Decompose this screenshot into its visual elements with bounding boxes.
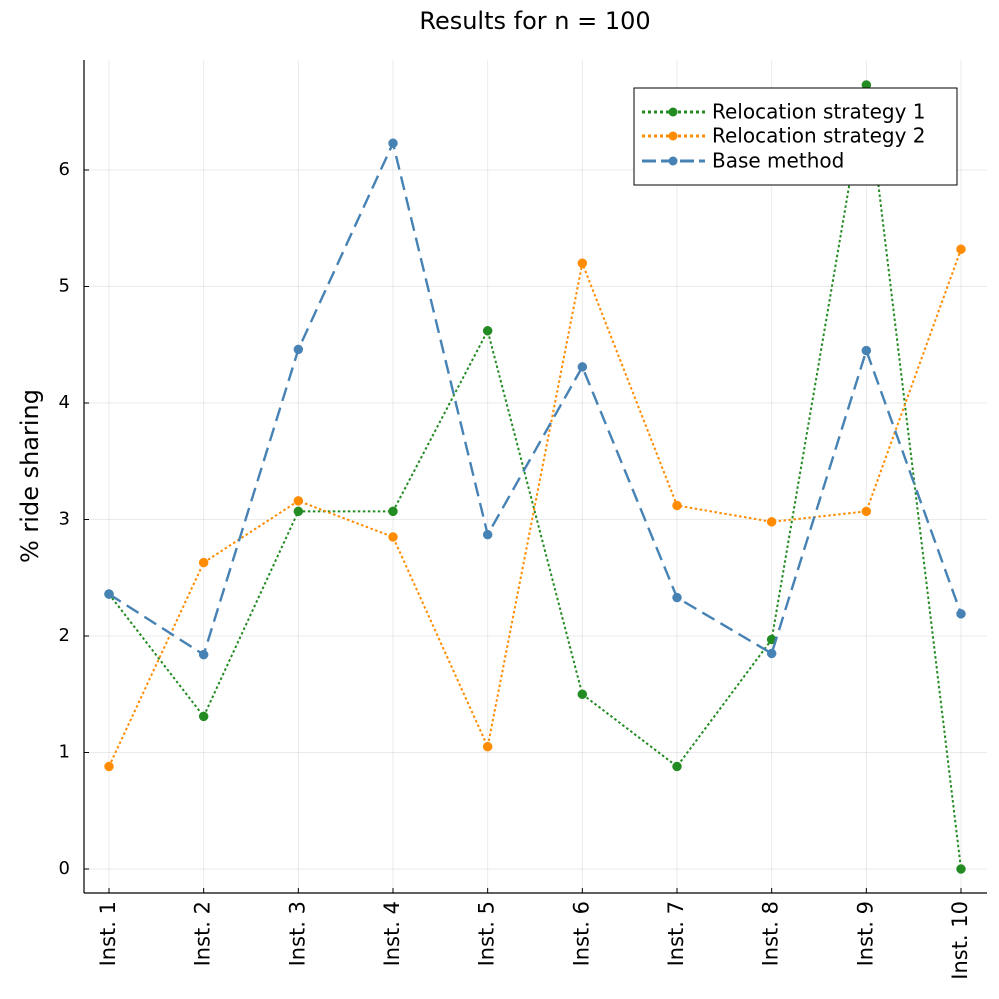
data-point: [198, 711, 209, 722]
x-tick-label: Inst. 1: [96, 901, 120, 966]
x-tick-label: Inst. 5: [475, 901, 499, 966]
data-point: [482, 326, 493, 336]
y-tick-label: 2: [59, 625, 70, 646]
y-axis-ticks: 0 1 2 3 4 5 6: [59, 159, 89, 879]
data-point: [861, 506, 872, 517]
data-point: [293, 496, 304, 506]
data-point: [672, 592, 682, 603]
series-line: [108, 84, 962, 870]
y-tick-label: 1: [59, 742, 70, 763]
data-point: [293, 344, 304, 355]
series-line: [108, 139, 963, 657]
legend-box: [633, 87, 958, 186]
legend-label: Base method: [712, 149, 844, 173]
data-point: [198, 557, 209, 568]
data-point: [672, 761, 682, 772]
data-point: [104, 761, 114, 772]
x-tick-label: Inst. 9: [853, 901, 877, 966]
data-point: [766, 517, 777, 527]
data-point: [861, 345, 872, 356]
data-point: [956, 609, 966, 619]
x-tick-label: Inst. 6: [569, 901, 593, 966]
grid-lines: [84, 60, 987, 893]
x-tick-label: Inst. 2: [191, 901, 215, 966]
series-2: [104, 244, 966, 772]
y-tick-label: 4: [59, 392, 70, 413]
x-tick-label: Inst. 8: [759, 901, 783, 966]
x-tick-label: Inst. 4: [380, 901, 404, 966]
y-axis-label: % ride sharing: [16, 389, 44, 563]
y-tick-label: 3: [59, 509, 70, 530]
data-point: [104, 589, 114, 599]
x-tick-label: Inst. 7: [664, 901, 688, 966]
legend-swatch-marker: [668, 107, 678, 117]
data-point: [577, 258, 588, 268]
data-point: [766, 648, 777, 659]
legend-label: Relocation strategy 2: [712, 124, 926, 148]
data-point: [577, 362, 588, 372]
data-point: [388, 532, 398, 542]
data-point: [388, 138, 398, 148]
y-tick-label: 0: [59, 858, 70, 879]
legend-swatch-marker: [668, 131, 678, 141]
data-point: [672, 500, 682, 511]
data-point: [956, 244, 966, 254]
x-tick-label: Inst. 3: [285, 901, 309, 966]
series-group: [104, 80, 966, 874]
data-point: [482, 741, 493, 752]
data-point: [956, 864, 966, 874]
legend-swatch-marker: [668, 156, 678, 166]
x-tick-label: Inst. 10: [948, 901, 972, 980]
y-tick-label: 5: [59, 276, 70, 297]
data-point: [293, 506, 304, 517]
series-line: [108, 248, 962, 767]
data-point: [577, 689, 588, 699]
x-axis-ticks: Inst. 1 Inst. 2 Inst. 3 Inst. 4 Inst. 5 Inst.…: [96, 888, 972, 980]
legend-label: Relocation strategy 1: [712, 100, 926, 124]
data-point: [482, 529, 493, 540]
data-point: [388, 506, 398, 517]
y-tick-label: 6: [59, 159, 70, 180]
chart-title: Results for n = 100: [419, 7, 650, 35]
series-3: [104, 138, 966, 660]
data-point: [198, 649, 209, 660]
